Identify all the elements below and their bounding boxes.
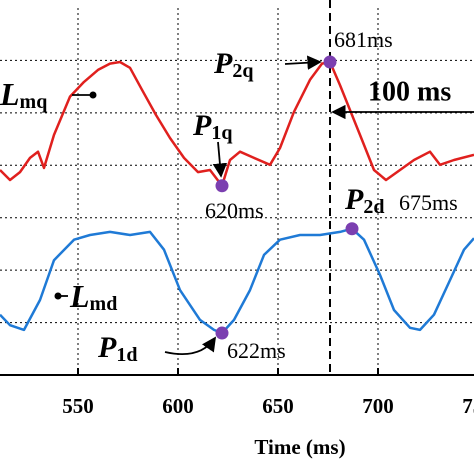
time-label: 681ms bbox=[334, 27, 393, 52]
annotation-label: P2q bbox=[213, 47, 253, 82]
annotation-label: P1q bbox=[192, 109, 232, 144]
leader-dot bbox=[89, 91, 97, 99]
series-label: Lmq bbox=[0, 76, 47, 112]
x-tick-label: 750 bbox=[462, 394, 474, 418]
x-tick-label: 700 bbox=[362, 394, 394, 418]
annotation-sub: 2d bbox=[363, 196, 384, 218]
arrow bbox=[164, 336, 217, 356]
marker bbox=[345, 222, 359, 236]
annotation-label: P1d bbox=[97, 331, 137, 366]
marker bbox=[323, 55, 337, 69]
annotation-main: P bbox=[213, 47, 233, 80]
annotation-main: P bbox=[97, 331, 117, 364]
annotation-label: P2d bbox=[344, 183, 384, 218]
annotation-main: P bbox=[344, 183, 364, 216]
marker bbox=[215, 179, 229, 193]
series-label-sub: md bbox=[90, 293, 118, 315]
annotation-main: P bbox=[192, 109, 212, 142]
time-label: 675ms bbox=[399, 190, 458, 215]
arrow bbox=[212, 141, 228, 178]
interval-label: 100 ms bbox=[368, 76, 451, 107]
series-label-main: L bbox=[0, 76, 20, 112]
series-label-sub: mq bbox=[20, 91, 48, 113]
series-label: Lmd bbox=[69, 278, 117, 314]
x-tick-label: 650 bbox=[262, 394, 294, 418]
time-label: 622ms bbox=[227, 338, 286, 363]
x-tick-label: 600 bbox=[162, 394, 194, 418]
annotation-sub: 2q bbox=[232, 60, 253, 82]
leader-dot bbox=[54, 292, 62, 300]
x-tick-label: 550 bbox=[62, 394, 94, 418]
annotation-sub: 1d bbox=[116, 344, 137, 366]
arrow bbox=[284, 55, 322, 70]
time-label: 620ms bbox=[205, 198, 264, 223]
marker bbox=[215, 326, 229, 340]
x-axis-label: Time (ms) bbox=[254, 435, 345, 459]
series-line bbox=[0, 227, 474, 335]
series-label-main: L bbox=[69, 278, 90, 314]
annotation-sub: 1q bbox=[211, 122, 232, 144]
